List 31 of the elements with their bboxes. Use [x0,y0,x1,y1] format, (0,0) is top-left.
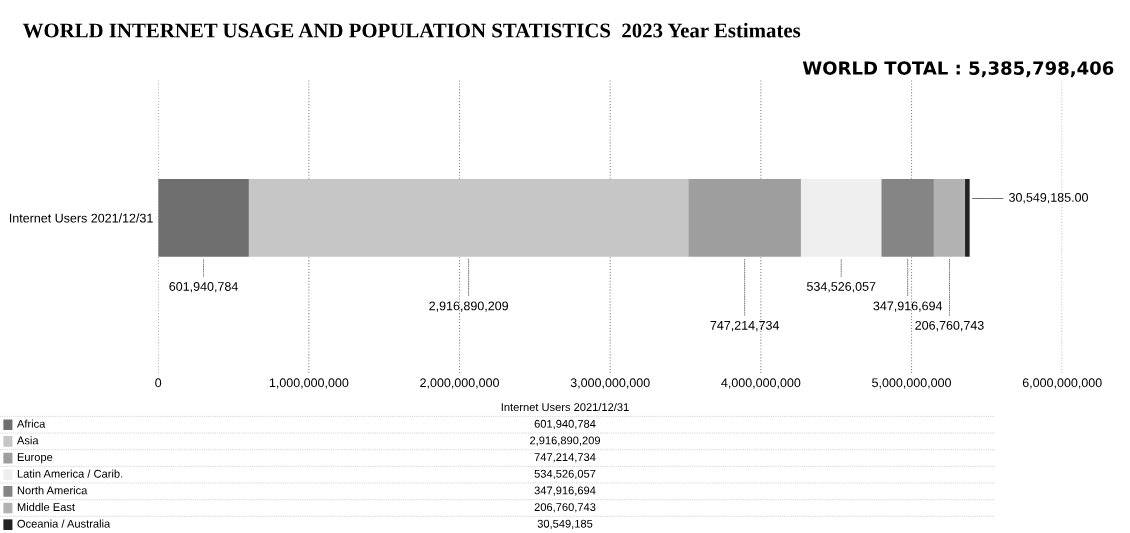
x-tick-label: 3,000,000,000 [570,378,650,389]
data-label: 601,940,784 [169,282,238,293]
category-label: Internet Users 2021/12/31 [501,402,629,412]
text: 30,549,185 [537,519,593,529]
legend-label: Africa [16,419,46,428]
x-tick-label: 1,000,000,000 [269,378,349,389]
x-tick-label: 4,000,000,000 [721,378,801,389]
text: WORLD TOTAL : 5,385,798,406 [802,61,1114,78]
x-tick-label: 2,000,000,000 [420,378,500,389]
data-label: 206,760,743 [915,320,984,332]
legend-label: Middle East [17,502,75,511]
text: 601,940,784 [534,419,596,430]
data-label: 30,549,185.00 [1009,193,1088,204]
chart-title: WORLD INTERNET USAGE AND POPULATION STATISTICS 2023 Year Estimates [22,22,801,38]
legend-label: Europe [17,453,53,464]
text: 534,526,057 [534,469,596,479]
data-label: 2,916,890,209 [429,301,509,312]
x-tick-label: 0 [155,378,162,388]
legend-label: Oceania / Australia [17,519,111,528]
x-tick-label: 5,000,000,000 [872,378,952,389]
text: 747,214,734 [534,453,596,463]
text: 206,760,743 [534,503,596,513]
x-tick-label: 6,000,000,000 [1022,378,1102,389]
legend-label: Latin America / Carib. [17,469,123,478]
data-label: 534,526,057 [806,282,876,293]
legend-label: Asia [16,436,39,445]
data-label: 347,916,694 [873,301,943,312]
text: 347,916,694 [534,486,596,496]
text: 2,916,890,209 [530,436,600,446]
legend-label: North America [17,486,88,495]
data-label: 747,214,734 [710,320,780,332]
